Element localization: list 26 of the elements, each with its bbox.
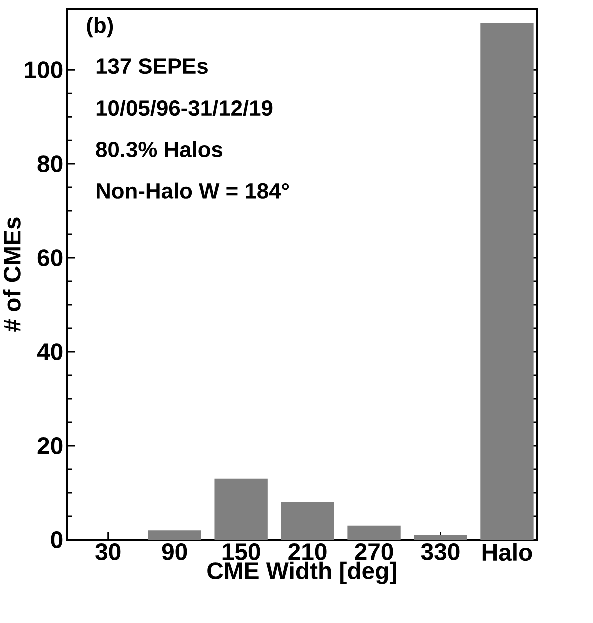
x-tick-label: 90 [162, 544, 187, 560]
annotation: (b) [87, 17, 113, 38]
bar [414, 535, 468, 540]
y-tick-label: 100 [25, 62, 62, 79]
x-tick-label: 270 [354, 544, 394, 560]
x-tick-label: 330 [421, 544, 460, 560]
x-tick-label: 210 [288, 544, 327, 560]
x-axis-title: CME Width [deg] [207, 562, 396, 584]
bar [148, 530, 202, 540]
bar [480, 23, 534, 540]
x-tick-label: 30 [95, 544, 120, 560]
y-tick-label: 60 [38, 250, 62, 267]
y-tick-label: 20 [38, 438, 62, 454]
annotation: 10/05/96-31/12/19 [96, 100, 272, 116]
x-tick-label: Halo [482, 544, 532, 562]
y-tick-label: 80 [38, 156, 62, 173]
x-tick-label: 150 [222, 544, 260, 560]
y-axis-title: # of CMEs [3, 218, 21, 332]
annotation: Non-Halo W = 184° [96, 182, 289, 199]
bar [348, 526, 401, 540]
annotation: 80.3% Halos [96, 141, 222, 158]
y-tick-label: 40 [37, 344, 62, 360]
annotation: 137 SEPEs [96, 58, 208, 74]
bar [281, 502, 334, 540]
y-tick-label: 0 [51, 532, 62, 548]
bar [214, 478, 268, 540]
